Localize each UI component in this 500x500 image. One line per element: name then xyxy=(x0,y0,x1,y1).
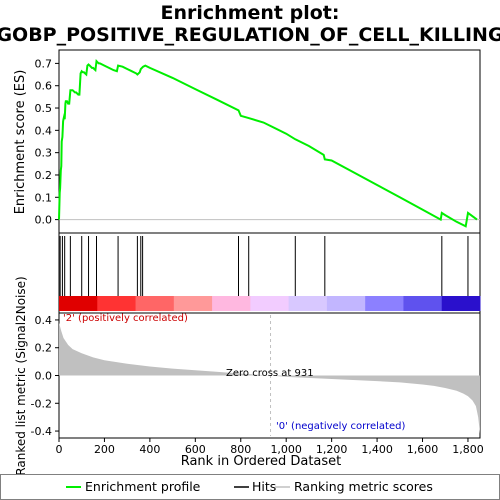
chart-title-line2: GOBP_POSITIVE_REGULATION_OF_CELL_KILLING xyxy=(0,24,500,46)
es-y-tick-label: 0.4 xyxy=(35,124,53,137)
legend-enrichment-label: Enrichment profile xyxy=(85,479,201,494)
es-y-tick-label: 0.7 xyxy=(35,57,53,70)
x-tick-label: 1,000 xyxy=(270,443,302,456)
color-bar-segment xyxy=(365,296,404,311)
legend: Enrichment profile Hits Ranking metric s… xyxy=(0,474,500,500)
es-y-axis-label: Enrichment score (ES) xyxy=(13,70,28,215)
color-bar-segment xyxy=(441,296,481,311)
color-bar-segment xyxy=(403,296,443,311)
x-tick-label: 1,200 xyxy=(316,443,348,456)
color-bar-segment xyxy=(250,296,290,311)
metric-y-tick-label: 0.0 xyxy=(35,370,53,383)
metric-y-tick-label: -0.4 xyxy=(31,425,52,438)
x-axis: 0 200 400 600 800 1,000 1,200 1,400 1,600 1,800 xyxy=(56,438,484,456)
x-axis-label: Rank in Ordered Dataset xyxy=(181,454,342,469)
color-bar-segment xyxy=(288,296,328,311)
es-y-tick-label: 0.0 xyxy=(35,214,53,227)
metric-y-tick-label: -0.2 xyxy=(31,397,52,410)
metric-y-tick-label: 0.4 xyxy=(35,314,53,327)
legend-box xyxy=(0,474,500,500)
positive-correlation-label: '2' (positively correlated) xyxy=(63,313,188,324)
ranking-metric-area xyxy=(59,322,480,434)
color-bar-segment xyxy=(59,296,98,311)
legend-hits-label: Hits xyxy=(252,479,276,494)
metric-panel: -0.4 -0.2 0.0 0.2 0.4 xyxy=(31,314,480,438)
x-tick-label: 0 xyxy=(56,443,63,456)
es-panel: 0.0 0.1 0.2 0.3 0.4 0.5 0.6 0.7 xyxy=(35,57,480,228)
color-bar-segment xyxy=(212,296,251,311)
chart-title-line1: Enrichment plot: xyxy=(161,2,340,24)
ranking-color-bar xyxy=(59,296,481,311)
x-tick-label: 1,400 xyxy=(361,443,393,456)
color-bar-segment xyxy=(173,296,213,311)
legend-metric-label: Ranking metric scores xyxy=(294,479,433,494)
color-bar-segment xyxy=(326,296,366,311)
color-bar-segment xyxy=(97,296,137,311)
x-tick-label: 800 xyxy=(230,443,251,456)
x-tick-label: 200 xyxy=(94,443,115,456)
negative-correlation-label: '0' (negatively correlated) xyxy=(276,421,405,432)
color-bar-segment xyxy=(135,296,175,311)
metric-y-tick-label: 0.2 xyxy=(35,342,53,355)
es-y-tick-label: 0.2 xyxy=(35,169,53,182)
zero-cross-label: Zero cross at 931 xyxy=(226,368,314,379)
x-tick-label: 400 xyxy=(139,443,160,456)
x-tick-label: 600 xyxy=(185,443,206,456)
x-tick-label: 1,600 xyxy=(407,443,439,456)
x-tick-label: 1,800 xyxy=(452,443,484,456)
es-y-tick-label: 0.6 xyxy=(35,80,53,93)
hits-panel xyxy=(59,236,469,296)
es-y-tick-label: 0.1 xyxy=(35,191,53,204)
es-y-tick-label: 0.3 xyxy=(35,147,53,160)
metric-y-axis-label: Ranked list metric (Signal2Noise) xyxy=(14,276,28,475)
es-y-tick-label: 0.5 xyxy=(35,102,53,115)
enrichment-profile-line xyxy=(58,59,478,228)
